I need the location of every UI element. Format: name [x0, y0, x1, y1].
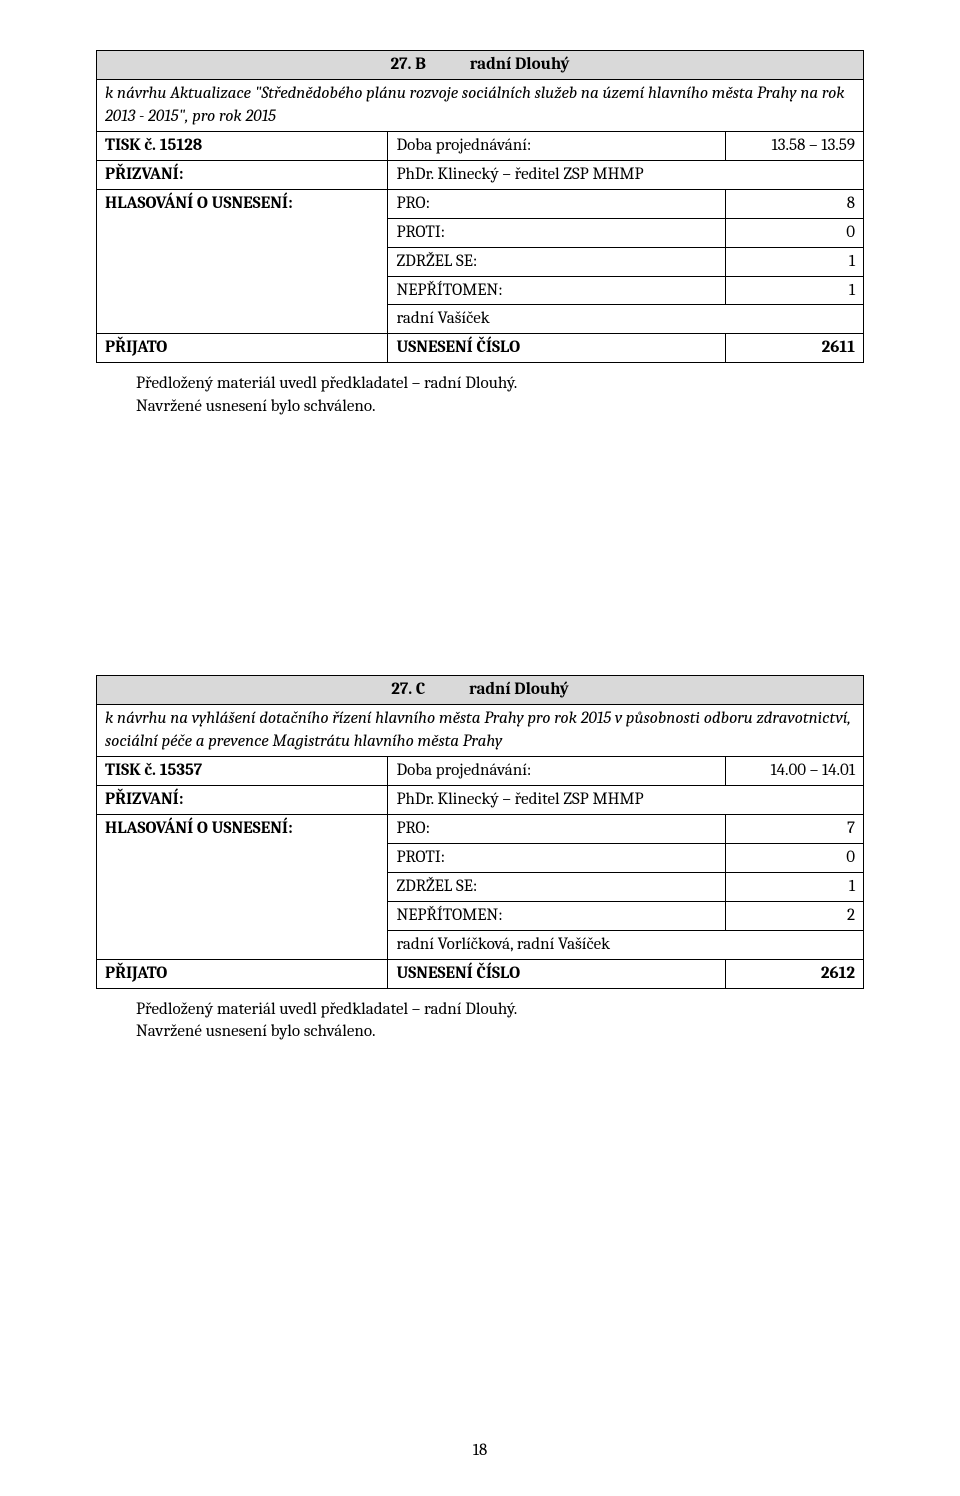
spacer [96, 475, 864, 675]
absent-text: radní Vašíček [388, 305, 864, 334]
usneseni-label: USNESENÍ ČÍSLO [388, 959, 725, 988]
doba-value: 13.58 – 13.59 [725, 131, 863, 160]
description-text: k návrhu Aktualizace "Střednědobého plán… [97, 79, 864, 131]
vote-nepritomen-label: NEPŘÍTOMEN: [388, 276, 725, 305]
vote-proti-label: PROTI: [388, 218, 725, 247]
prizvani-label: PŘIZVANÍ: [97, 785, 388, 814]
agenda-table: 27. B radní Dlouhý k návrhu Aktualizace … [96, 50, 864, 363]
note-line: Navržené usnesení bylo schváleno. [136, 1021, 864, 1044]
description-text: k návrhu na vyhlášení dotačního řízení h… [97, 705, 864, 757]
vote-proti-value: 0 [725, 218, 863, 247]
prizvani-label: PŘIZVANÍ: [97, 160, 388, 189]
prijato-row: PŘIJATO USNESENÍ ČÍSLO 2611 [97, 334, 864, 363]
doba-label: Doba projednávání: [388, 757, 725, 786]
tisk-row: TISK č. 15128 Doba projednávání: 13.58 –… [97, 131, 864, 160]
doba-value: 14.00 – 14.01 [725, 757, 863, 786]
prizvani-row: PŘIZVANÍ: PhDr. Klinecký – ředitel ZSP M… [97, 785, 864, 814]
vote-nepritomen-value: 1 [725, 276, 863, 305]
prijato-row: PŘIJATO USNESENÍ ČÍSLO 2612 [97, 959, 864, 988]
vote-zdrzel-label: ZDRŽEL SE: [388, 247, 725, 276]
description-row: k návrhu Aktualizace "Střednědobého plán… [97, 79, 864, 131]
prijato-label: PŘIJATO [97, 959, 388, 988]
vote-pro-label: PRO: [388, 814, 725, 843]
vote-pro-row: HLASOVÁNÍ O USNESENÍ: PRO: 8 [97, 189, 864, 218]
doba-label: Doba projednávání: [388, 131, 725, 160]
vote-zdrzel-value: 1 [725, 872, 863, 901]
prizvani-value: PhDr. Klinecký – ředitel ZSP MHMP [388, 160, 864, 189]
usneseni-number: 2612 [725, 959, 863, 988]
note-line: Navržené usnesení bylo schváleno. [136, 396, 864, 419]
header-person: radní Dlouhý [470, 54, 570, 77]
absent-text: radní Vorlíčková, radní Vašíček [388, 930, 864, 959]
note-line: Předložený materiál uvedl předkladatel –… [136, 373, 864, 396]
header-number: 27. C [391, 679, 425, 702]
prijato-label: PŘIJATO [97, 334, 388, 363]
header-row: 27. B radní Dlouhý [97, 51, 864, 80]
tisk-label: TISK č. 15128 [97, 131, 388, 160]
header-row: 27. C radní Dlouhý [97, 676, 864, 705]
vote-nepritomen-label: NEPŘÍTOMEN: [388, 901, 725, 930]
page: 27. B radní Dlouhý k návrhu Aktualizace … [0, 0, 960, 1496]
note-line: Předložený materiál uvedl předkladatel –… [136, 999, 864, 1022]
tisk-label: TISK č. 15357 [97, 757, 388, 786]
description-row: k návrhu na vyhlášení dotačního řízení h… [97, 705, 864, 757]
hlasovani-label: HLASOVÁNÍ O USNESENÍ: [97, 814, 388, 959]
vote-pro-value: 7 [725, 814, 863, 843]
vote-pro-row: HLASOVÁNÍ O USNESENÍ: PRO: 7 [97, 814, 864, 843]
agenda-block: 27. B radní Dlouhý k návrhu Aktualizace … [96, 50, 864, 419]
tisk-row: TISK č. 15357 Doba projednávání: 14.00 –… [97, 757, 864, 786]
usneseni-label: USNESENÍ ČÍSLO [388, 334, 725, 363]
agenda-table: 27. C radní Dlouhý k návrhu na vyhlášení… [96, 675, 864, 988]
prizvani-value: PhDr. Klinecký – ředitel ZSP MHMP [388, 785, 864, 814]
notes: Předložený materiál uvedl předkladatel –… [136, 999, 864, 1045]
vote-proti-label: PROTI: [388, 843, 725, 872]
hlasovani-label: HLASOVÁNÍ O USNESENÍ: [97, 189, 388, 334]
agenda-block: 27. C radní Dlouhý k návrhu na vyhlášení… [96, 675, 864, 1044]
page-number: 18 [0, 1441, 960, 1460]
usneseni-number: 2611 [725, 334, 863, 363]
header-person: radní Dlouhý [469, 679, 569, 702]
vote-nepritomen-value: 2 [725, 901, 863, 930]
header-number: 27. B [391, 54, 426, 77]
vote-zdrzel-value: 1 [725, 247, 863, 276]
vote-proti-value: 0 [725, 843, 863, 872]
prizvani-row: PŘIZVANÍ: PhDr. Klinecký – ředitel ZSP M… [97, 160, 864, 189]
vote-pro-label: PRO: [388, 189, 725, 218]
vote-pro-value: 8 [725, 189, 863, 218]
vote-zdrzel-label: ZDRŽEL SE: [388, 872, 725, 901]
notes: Předložený materiál uvedl předkladatel –… [136, 373, 864, 419]
